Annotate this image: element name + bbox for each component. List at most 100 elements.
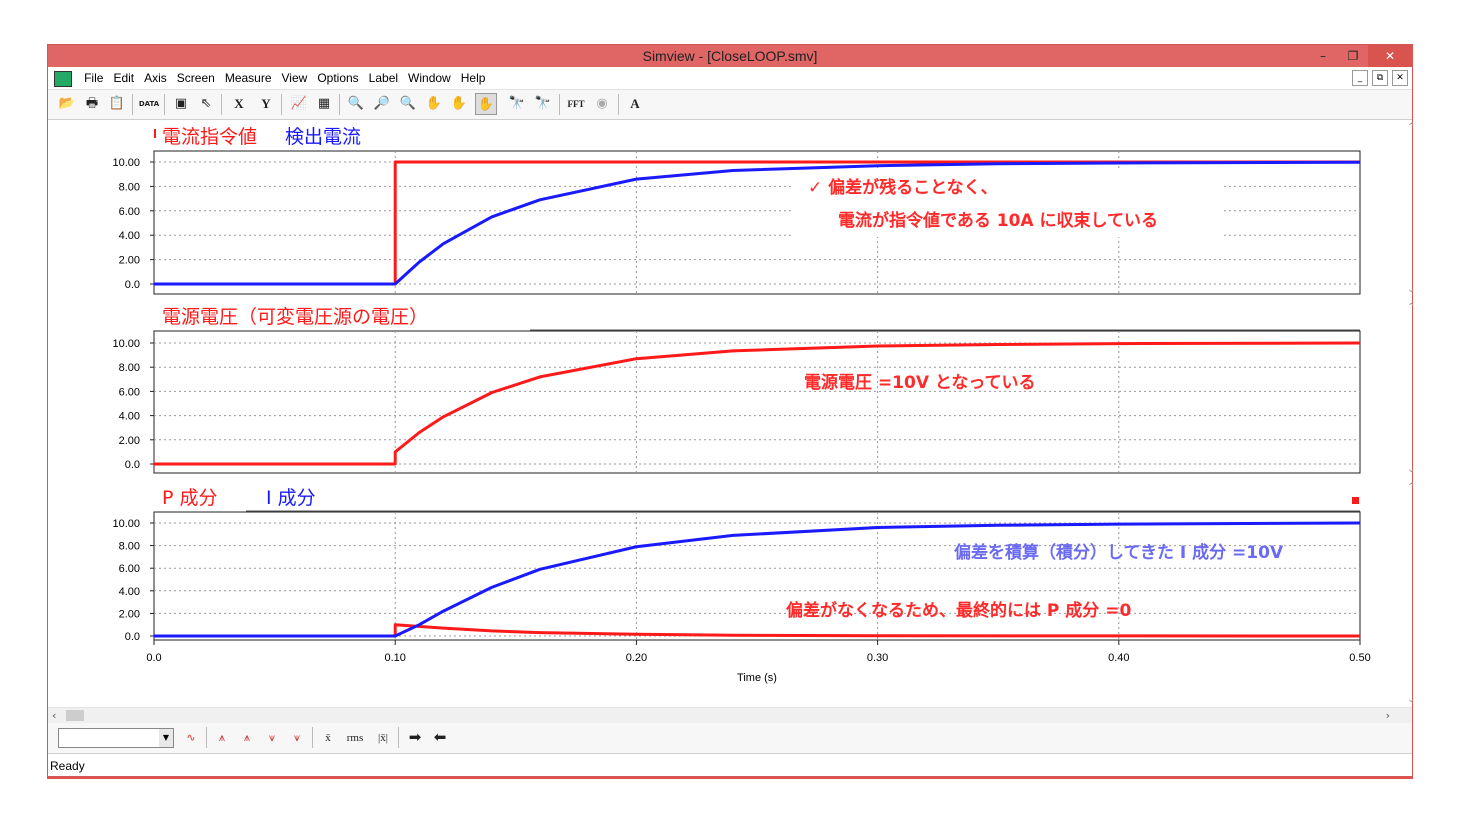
legend-entry: 電流指令値	[162, 126, 257, 148]
arrow-left-icon[interactable]: ⬅	[433, 730, 447, 746]
annotation-text: 電流が指令値である 10A に収束している	[838, 210, 1158, 231]
scroll-arrow-icon: ⌃	[1407, 482, 1414, 493]
y-tick-label: 8.00	[119, 541, 140, 553]
window-title: Simview - [CloseLOOP.smv]	[642, 48, 818, 64]
waveform-cursor-icon[interactable]: ∿	[186, 732, 196, 744]
plot-area[interactable]: ⌃ ⌄ ⌃ ⌄ ⌃ ⌄ 10.00 8.00 6.00 4.00 2.00 0.0 電流指令値 検出電流 1…	[48, 120, 1414, 707]
chart-icon[interactable]: 📈	[290, 96, 308, 111]
grid-icon[interactable]: ▦	[317, 96, 331, 111]
child-minimize-button[interactable]: _	[1352, 70, 1368, 86]
status-bar: Ready	[48, 755, 1412, 777]
clipboard-icon[interactable]: 📋	[108, 96, 126, 111]
telescope-disabled-icon[interactable]: 🔭	[534, 96, 552, 111]
zoom-out-icon[interactable]: 🔍	[399, 96, 417, 111]
annotation-bg	[794, 171, 1224, 237]
legend-entry: 検出電流	[285, 126, 361, 148]
min-icon[interactable]: ⩛	[268, 732, 276, 744]
plot-setup-icon[interactable]: ▣	[174, 96, 188, 111]
y-tick-label: 8.00	[119, 362, 140, 374]
y-tick-label: 10.00	[112, 338, 140, 350]
y-tick-label: 0.0	[125, 631, 140, 643]
y-tick-label: 4.00	[119, 411, 140, 423]
annotation-text: ✓ 偏差が残ることなく、	[808, 177, 998, 198]
local-min-icon[interactable]: ⩛	[293, 732, 301, 744]
legend-marker	[154, 129, 156, 138]
menu-label[interactable]: Label	[368, 71, 399, 85]
scroll-left-icon[interactable]: ‹	[52, 709, 57, 722]
menu-bar: File Edit Axis Screen Measure View Options Labe…	[48, 67, 1412, 90]
zoom-icon[interactable]: 🔍	[347, 96, 365, 111]
y-tick-label: 2.00	[119, 435, 140, 447]
series-line	[154, 160, 1361, 286]
child-restore-button[interactable]: ⧉	[1372, 70, 1388, 86]
pointer-icon[interactable]: ⇖	[200, 96, 212, 111]
app-icon[interactable]	[54, 71, 72, 87]
telescope-icon[interactable]: 🔭	[508, 96, 526, 111]
text-label-button[interactable]: A	[630, 96, 640, 111]
horizontal-scrollbar[interactable]: ‹ ›	[48, 707, 1412, 723]
scroll-thumb[interactable]	[66, 710, 84, 721]
fft-button[interactable]: FFT	[567, 99, 585, 109]
y-tick-label: 4.00	[119, 586, 140, 598]
arrow-right-icon[interactable]: ➡	[408, 730, 422, 746]
x-tick-label: 0.40	[1108, 652, 1129, 664]
close-button[interactable]: ✕	[1368, 45, 1412, 67]
hand-icon[interactable]: ✋	[475, 93, 497, 115]
y-tick-label: 8.00	[119, 181, 140, 193]
rms-button[interactable]: rms	[346, 732, 364, 744]
scroll-right-icon[interactable]: ›	[1385, 709, 1390, 722]
data-icon[interactable]: DATA	[138, 100, 160, 108]
annotation-text: 偏差を積算（積分）してきた I 成分 =10V	[954, 542, 1284, 563]
child-close-button[interactable]: ✕	[1392, 70, 1408, 86]
menu-measure[interactable]: Measure	[224, 71, 272, 85]
signal-select[interactable]: ▼	[58, 728, 174, 748]
menu-window[interactable]: Window	[408, 71, 451, 85]
annotation-text: 電源電圧 =10V となっている	[804, 372, 1036, 393]
chevron-down-icon[interactable]: ▼	[159, 729, 173, 747]
menu-file[interactable]: File	[84, 71, 104, 85]
restore-button[interactable]: ❐	[1347, 49, 1359, 63]
series-line	[154, 341, 1361, 466]
x-axis-button[interactable]: X	[234, 96, 244, 111]
menu-help[interactable]: Help	[460, 71, 486, 85]
menu-edit[interactable]: Edit	[113, 71, 135, 85]
x-tick-label: 0.50	[1349, 652, 1370, 664]
menu-options[interactable]: Options	[317, 71, 359, 85]
measure-toolbar: ▼ ∿ ⩚ ⩚ ⩛ ⩛ x̄ rms |x̄| ➡ ⬅	[48, 723, 1412, 754]
main-toolbar: 📂 🖶 📋 DATA ▣ ⇖ X Y 📈 ▦ 🔍 🔎 🔍 ✋ ✋ ✋ 🔭 🔭 F…	[48, 90, 1412, 120]
max-icon[interactable]: ⩚	[218, 732, 226, 744]
y-tick-label: 2.00	[119, 255, 140, 267]
pan-left-hand-icon[interactable]: ✋	[425, 96, 443, 111]
menu-screen[interactable]: Screen	[176, 71, 215, 85]
scroll-arrow-icon: ⌄	[1407, 284, 1414, 295]
scroll-arrow-icon: ⌄	[1407, 694, 1414, 705]
series-line	[154, 521, 1361, 638]
series-line	[154, 623, 1361, 638]
mean-button[interactable]: x̄	[325, 732, 331, 744]
legend-entry: 電源電圧（可変電圧源の電圧）	[162, 306, 428, 328]
open-folder-icon[interactable]: 📂	[58, 96, 76, 111]
minimize-button[interactable]: –	[1320, 49, 1326, 63]
menu-view[interactable]: View	[281, 71, 308, 85]
pan-right-hand-icon[interactable]: ✋	[450, 96, 468, 111]
simview-window: Simview - [CloseLOOP.smv] – ❐ ✕ File Edit…	[47, 44, 1414, 777]
title-bar[interactable]: Simview - [CloseLOOP.smv] – ❐ ✕	[48, 45, 1412, 67]
annotation-text: 偏差がなくなるため、最終的には P 成分 =0	[786, 600, 1131, 621]
y-tick-label: 6.00	[119, 386, 140, 398]
y-tick-label: 10.00	[112, 157, 140, 169]
x-tick-label: 0.20	[626, 652, 647, 664]
x-tick-label: 0.0	[146, 652, 161, 664]
menu-axis[interactable]: Axis	[144, 71, 167, 85]
y-tick-label: 10.00	[112, 518, 140, 530]
circle-icon[interactable]: ◉	[596, 96, 608, 111]
scroll-arrow-icon: ⌃	[1407, 302, 1414, 313]
y-axis-button[interactable]: Y	[261, 96, 271, 111]
scroll-arrow-icon: ⌄	[1407, 464, 1414, 475]
print-icon[interactable]: 🖶	[85, 96, 99, 111]
abs-mean-button[interactable]: |x̄|	[378, 732, 388, 744]
scroll-arrow-icon: ⌃	[1407, 122, 1414, 133]
y-tick-label: 6.00	[119, 563, 140, 575]
zoom-in-icon[interactable]: 🔎	[373, 96, 391, 111]
local-max-icon[interactable]: ⩚	[243, 732, 251, 744]
y-tick-label: 6.00	[119, 206, 140, 218]
